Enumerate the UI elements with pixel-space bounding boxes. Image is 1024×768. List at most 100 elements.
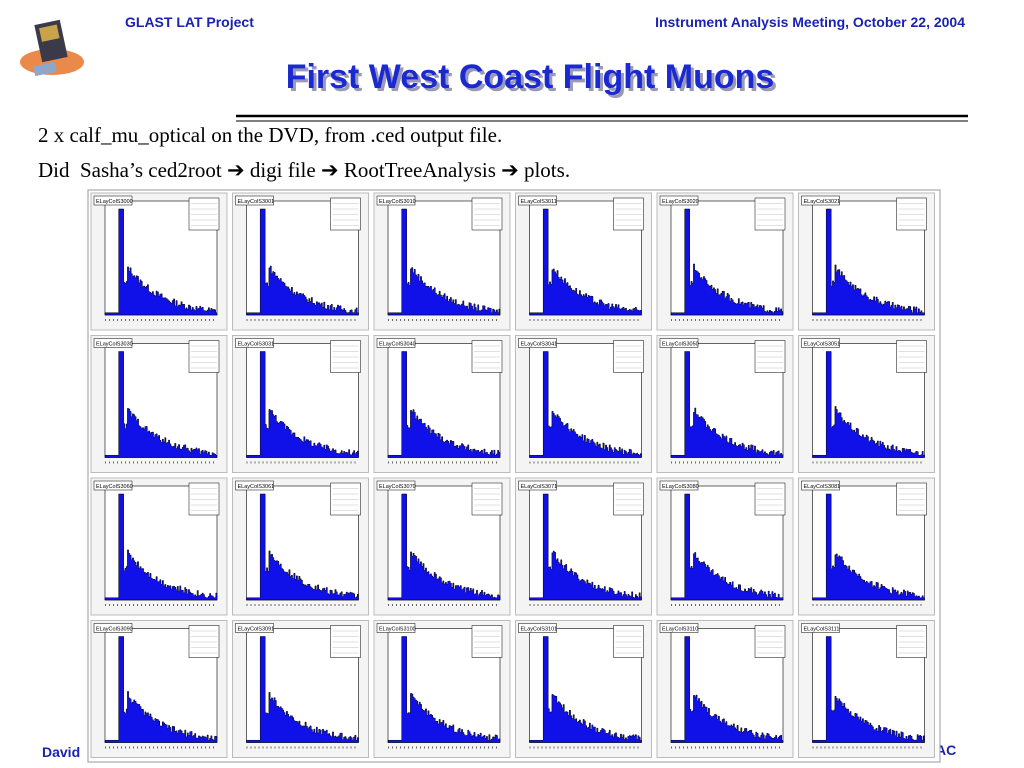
body-line: 2 x calf_mu_optical on the DVD, from .ce…	[38, 123, 502, 147]
panel-title: ELayColS3020	[662, 199, 699, 205]
panel-title: ELayColS3021	[804, 199, 841, 205]
histogram-shape	[529, 636, 642, 743]
title-box	[235, 338, 274, 348]
stats-box	[613, 482, 644, 516]
panel-title: ELayColS3031	[238, 342, 275, 348]
histogram-panel: ELayColS3040	[373, 335, 511, 473]
histogram-shape	[246, 208, 359, 316]
panel-title: ELayColS3051	[804, 342, 841, 348]
histogram-panel: ELayColS3020	[656, 192, 794, 331]
stats-box	[754, 197, 786, 231]
title-box	[659, 195, 699, 206]
panel-title: ELayColS3061	[238, 484, 275, 490]
histogram-panel: ELayColS3060	[90, 477, 228, 616]
stats-box	[896, 482, 927, 516]
histogram-shape	[670, 493, 784, 601]
title-box	[93, 338, 133, 348]
stats-box	[754, 340, 786, 373]
histogram-shape	[529, 351, 642, 458]
title: First West Coast Flight Muons	[286, 58, 775, 96]
histogram-panel: ELayColS3111	[798, 620, 935, 758]
title-box	[376, 623, 416, 633]
stats-box	[330, 625, 361, 658]
panel-title: ELayColS3011	[521, 199, 557, 205]
panel-title: ELayColS3101	[521, 627, 558, 633]
title-box	[518, 195, 557, 206]
title-box	[659, 623, 699, 633]
histogram-shape	[529, 208, 642, 316]
panel-title: ELayColS3030	[96, 342, 133, 348]
title-box	[659, 338, 699, 348]
panel-title: ELayColS3091	[238, 627, 275, 633]
histogram-panel: ELayColS3101	[515, 620, 652, 758]
histogram-panel: ELayColS3100	[373, 620, 511, 758]
stats-box	[896, 197, 927, 231]
histogram-shape	[246, 636, 359, 743]
panel-title: ELayColS3081	[804, 484, 841, 490]
title-box	[376, 195, 416, 206]
histogram-shape	[387, 493, 501, 601]
title-box	[235, 480, 274, 491]
histogram-shape	[246, 351, 359, 458]
title-box	[518, 480, 557, 491]
histogram-panel: ELayColS3021	[798, 192, 935, 331]
title-box	[801, 480, 840, 491]
histogram-shape	[104, 351, 218, 458]
histogram-panel: ELayColS3031	[232, 335, 369, 473]
stats-box	[188, 482, 220, 516]
title-box	[659, 480, 699, 491]
title-box	[518, 338, 557, 348]
stats-box	[330, 197, 361, 231]
header-left: GLAST LAT Project	[125, 14, 254, 30]
histogram-panel: ELayColS3071	[515, 477, 652, 616]
stats-box	[188, 197, 220, 231]
histogram-panel: ELayColS3001	[232, 192, 369, 331]
histogram-shape	[670, 208, 784, 316]
histogram-panel: ELayColS3051	[798, 335, 935, 473]
panel-title: ELayColS3070	[379, 484, 416, 490]
panel-grid: ELayColS3000 ELayColS3001 ELayColS3010 ELay…	[90, 192, 935, 758]
histogram-panel: ELayColS3010	[373, 192, 511, 331]
panel-title: ELayColS3010	[379, 199, 416, 205]
histogram-panel: ELayColS3081	[798, 477, 935, 616]
stats-box	[188, 625, 220, 658]
panel-title: ELayColS3000	[96, 199, 133, 205]
panel-title: ELayColS3001	[238, 199, 275, 205]
histogram-panel: ELayColS3110	[656, 620, 794, 758]
stats-box	[613, 197, 644, 231]
panel-title: ELayColS3080	[662, 484, 699, 490]
histogram-panel: ELayColS3011	[515, 192, 652, 331]
title-box	[801, 195, 840, 206]
stats-box	[471, 625, 503, 658]
title-box	[376, 338, 416, 348]
stats-box	[754, 625, 786, 658]
histogram-shape	[812, 636, 925, 743]
logo	[20, 19, 84, 77]
stats-box	[613, 340, 644, 373]
title-box	[93, 195, 133, 206]
histogram-panel: ELayColS3030	[90, 335, 228, 473]
histogram-shape	[812, 493, 925, 601]
histogram-shape	[670, 351, 784, 458]
title-box	[93, 480, 133, 491]
histogram-shape	[812, 351, 925, 458]
panel-title: ELayColS3041	[521, 342, 558, 348]
footer-right: AC	[936, 742, 956, 758]
histogram-shape	[104, 493, 218, 601]
histogram-shape	[387, 351, 501, 458]
header-right: Instrument Analysis Meeting, October 22,…	[655, 14, 965, 30]
stats-box	[754, 482, 786, 516]
stats-box	[613, 625, 644, 658]
panel-title: ELayColS3071	[521, 484, 558, 490]
histogram-panel: ELayColS3061	[232, 477, 369, 616]
histogram-shape	[104, 636, 218, 743]
footer-left: David	[42, 744, 80, 760]
stats-box	[188, 340, 220, 373]
title-box	[235, 623, 274, 633]
stats-box	[330, 340, 361, 373]
histogram-panel: ELayColS3070	[373, 477, 511, 616]
histogram-shape	[670, 636, 784, 743]
title-box	[801, 338, 840, 348]
title-box	[376, 480, 416, 491]
